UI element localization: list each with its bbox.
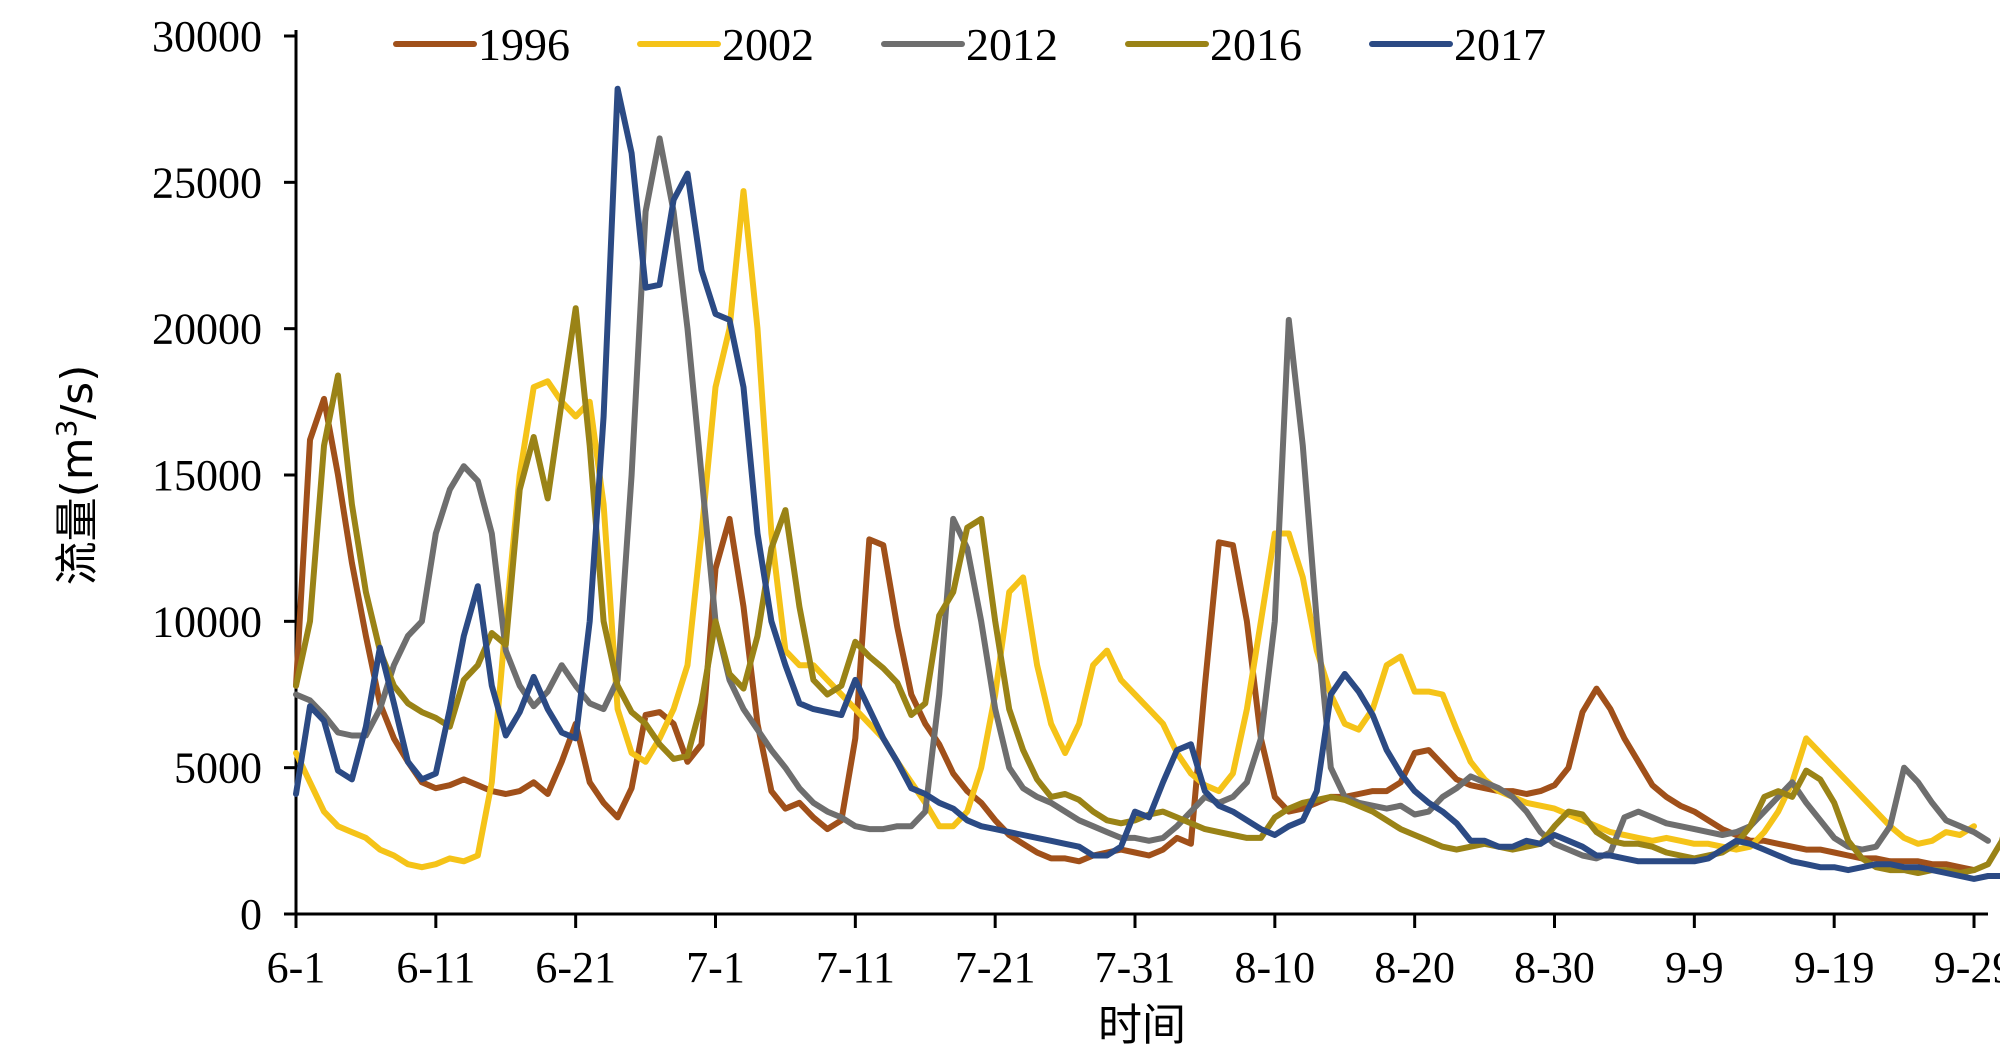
- series-line-2016: [293, 305, 2000, 876]
- x-tick-label: 7-21: [955, 943, 1036, 992]
- x-tick-label: 9-9: [1665, 943, 1724, 992]
- legend: 1996 2002 2012 2016 2017: [393, 19, 1546, 70]
- x-tick-label: 9-19: [1794, 943, 1875, 992]
- x-tick-label: 6-1: [267, 943, 326, 992]
- legend-label-2012: 2012: [966, 19, 1058, 70]
- x-tick-label: 7-1: [686, 943, 745, 992]
- axes: 0 5000 10000 15000 20000 25000 30000 6-1 6-11 6-2…: [152, 12, 2000, 992]
- series-line-2012: [293, 135, 1991, 862]
- y-tick-label: 20000: [152, 305, 262, 354]
- x-tick-label: 9-29: [1934, 943, 2000, 992]
- x-tick-label: 7-11: [816, 943, 895, 992]
- series-lines: [293, 85, 2000, 882]
- legend-label-1996: 1996: [478, 19, 570, 70]
- y-tick-label: 15000: [152, 451, 262, 500]
- x-tick-label: 6-11: [396, 943, 475, 992]
- x-tick-label: 8-10: [1235, 943, 1316, 992]
- series-line-2002: [293, 188, 1977, 871]
- y-tick-label: 5000: [174, 744, 262, 793]
- legend-label-2017: 2017: [1454, 19, 1546, 70]
- legend-label-2002: 2002: [722, 19, 814, 70]
- x-tick-label: 7-31: [1095, 943, 1176, 992]
- x-tick-label: 8-30: [1514, 943, 1595, 992]
- y-tick-label: 10000: [152, 597, 262, 646]
- legend-label-2016: 2016: [1210, 19, 1302, 70]
- x-axis-title: 时间: [1098, 1000, 1186, 1051]
- y-axis-title: 流量(m3/s): [50, 365, 104, 586]
- y-tick-label: 30000: [152, 12, 262, 61]
- y-tick-label: 25000: [152, 158, 262, 207]
- y-tick-label: 0: [240, 890, 262, 939]
- series-line-1996: [293, 395, 1977, 874]
- series-line-2017: [293, 85, 2000, 882]
- x-tick-label: 6-21: [535, 943, 616, 992]
- x-tick-label: 8-20: [1374, 943, 1455, 992]
